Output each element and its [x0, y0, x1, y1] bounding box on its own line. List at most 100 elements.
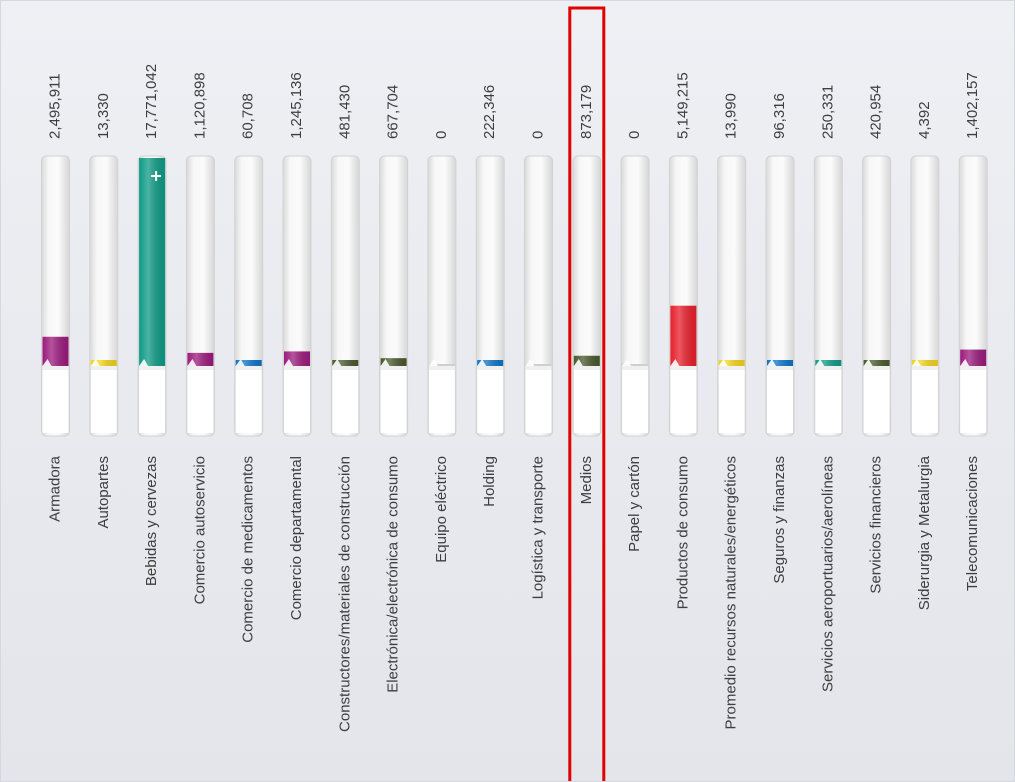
foot-equipo-electrico — [428, 366, 455, 433]
foot-medios — [573, 366, 600, 433]
value-label-siderurgia-y-metalurgia: 4,392 — [916, 101, 933, 139]
highlight-box — [568, 6, 606, 781]
foot-servicios-financieros — [863, 366, 890, 433]
bar-notch-telecomunicaciones — [960, 359, 970, 366]
category-label-armadora: Armadora — [46, 455, 63, 522]
category-label-constructores-materiales-de-construccion: Constructores/materiales de construcción — [336, 456, 353, 732]
bar-notch-comercio-de-medicamentos — [235, 359, 245, 366]
value-label-medios: 873,179 — [578, 85, 595, 139]
foot-shadow-constructores-materiales-de-construccion — [332, 366, 359, 370]
category-label-logistica-y-transporte: Logística y transporte — [529, 456, 546, 599]
bar-sheen-autopartes — [90, 360, 117, 366]
foot-shadow-armadora — [42, 366, 69, 370]
category-label-servicios-financieros: Servicios financieros — [868, 456, 885, 594]
category-label-telecomunicaciones: Telecomunicaciones — [964, 456, 981, 591]
bar-sheen-productos-de-consumo — [670, 305, 697, 366]
bar-sheen-seguros-y-finanzas — [767, 360, 793, 366]
value-label-comercio-autoservicio: 1,120,898 — [191, 72, 208, 139]
bar-notch-medios — [573, 359, 583, 366]
foot-autopartes — [90, 366, 117, 433]
foot-shadow-comercio-de-medicamentos — [235, 366, 262, 370]
category-label-bebidas-y-cervezas: Bebidas y cervezas — [143, 456, 160, 586]
foot-comercio-departamental — [284, 366, 310, 433]
category-label-servicios-aeroportuarios-aerolineas: Servicios aeroportuarios/aerolíneas — [819, 456, 836, 692]
foot-logistica-y-transporte — [525, 366, 552, 433]
foot-shadow-holding — [477, 366, 504, 370]
sparkle-icon — [151, 171, 162, 181]
category-label-autopartes: Autopartes — [95, 456, 112, 529]
value-label-autopartes: 13,330 — [95, 93, 112, 139]
bar-notch-autopartes — [90, 359, 100, 366]
bar-notch-servicios-financieros — [863, 359, 873, 366]
category-label-medios: Medios — [578, 456, 595, 504]
bar-notch-promedio-recursos-naturales-energeticos — [718, 359, 728, 366]
bar-sheen-constructores-materiales-de-construccion — [332, 360, 359, 366]
value-label-comercio-departamental: 1,245,136 — [288, 72, 305, 139]
bar-sheen-servicios-aeroportuarios-aerolineas — [815, 360, 842, 366]
value-label-productos-de-consumo: 5,149,215 — [674, 72, 691, 139]
category-label-papel-y-carton: Papel y cartón — [626, 456, 643, 552]
value-label-papel-y-carton: 0 — [626, 131, 643, 139]
value-label-promedio-recursos-naturales-energeticos: 13,990 — [723, 93, 740, 139]
foot-shadow-comercio-departamental — [284, 366, 310, 370]
bar-notch-holding — [477, 359, 487, 366]
bar-sheen-electronica-electronica-de-consumo — [380, 358, 407, 366]
bar-papel-y-carton — [622, 364, 649, 366]
foot-productos-de-consumo — [670, 366, 697, 433]
bar-notch-bebidas-y-cervezas — [139, 359, 149, 366]
foot-seguros-y-finanzas — [767, 366, 793, 433]
foot-papel-y-carton — [622, 366, 649, 433]
foot-comercio-autoservicio — [187, 366, 214, 433]
category-label-comercio-departamental: Comercio departamental — [288, 456, 305, 620]
bar-sheen-comercio-de-medicamentos — [235, 360, 262, 366]
value-label-telecomunicaciones: 1,402,157 — [964, 72, 981, 139]
bar-notch-siderurgia-y-metalurgia — [911, 359, 921, 366]
foot-comercio-de-medicamentos — [235, 366, 262, 433]
bar-notch-electronica-electronica-de-consumo — [380, 359, 390, 366]
foot-shadow-seguros-y-finanzas — [767, 366, 793, 370]
category-label-electronica-electronica-de-consumo: Electrónica/electrónica de consumo — [385, 456, 402, 693]
bar-sheen-promedio-recursos-naturales-energeticos — [718, 360, 745, 366]
value-label-constructores-materiales-de-construccion: 481,430 — [336, 85, 353, 139]
value-label-electronica-electronica-de-consumo: 667,704 — [385, 85, 402, 139]
category-label-productos-de-consumo: Productos de consumo — [674, 456, 691, 609]
foot-shadow-siderurgia-y-metalurgia — [911, 366, 938, 370]
bar-notch-logistica-y-transporte — [525, 359, 535, 366]
category-label-holding: Holding — [481, 456, 498, 507]
bar-notch-servicios-aeroportuarios-aerolineas — [815, 359, 825, 366]
category-label-siderurgia-y-metalurgia: Siderurgia y Metalurgia — [916, 455, 933, 610]
bar-notch-comercio-autoservicio — [187, 359, 197, 366]
bar-sheen-servicios-financieros — [863, 360, 890, 366]
bar-equipo-electrico — [428, 364, 455, 366]
bar-notch-armadora — [42, 359, 52, 366]
foot-electronica-electronica-de-consumo — [380, 366, 407, 433]
bar-notch-productos-de-consumo — [670, 359, 680, 366]
bar-sheen-siderurgia-y-metalurgia — [911, 360, 938, 366]
value-label-bebidas-y-cervezas: 17,771,042 — [143, 64, 160, 139]
foot-shadow-servicios-financieros — [863, 366, 890, 370]
foot-armadora — [42, 366, 69, 433]
category-label-equipo-electrico: Equipo eléctrico — [433, 456, 450, 563]
bar-logistica-y-transporte — [525, 364, 552, 366]
foot-shadow-promedio-recursos-naturales-energeticos — [718, 366, 745, 370]
value-label-armadora: 2,495,911 — [46, 73, 63, 139]
foot-shadow-telecomunicaciones — [960, 366, 987, 370]
foot-shadow-productos-de-consumo — [670, 366, 697, 370]
value-label-servicios-aeroportuarios-aerolineas: 250,331 — [819, 85, 836, 139]
foot-shadow-autopartes — [90, 366, 117, 370]
bar-sheen-medios — [573, 355, 600, 366]
value-label-logistica-y-transporte: 0 — [529, 131, 546, 139]
value-label-holding: 222,346 — [481, 85, 498, 139]
category-label-seguros-y-finanzas: Seguros y finanzas — [771, 456, 788, 584]
foot-holding — [477, 366, 504, 433]
bar-notch-papel-y-carton — [622, 359, 632, 366]
foot-shadow-equipo-electrico — [428, 366, 455, 370]
foot-siderurgia-y-metalurgia — [911, 366, 938, 433]
category-label-promedio-recursos-naturales-energeticos: Promedio recursos naturales/energéticos — [723, 456, 740, 729]
bar-notch-equipo-electrico — [428, 359, 438, 366]
foot-telecomunicaciones — [960, 366, 987, 433]
foot-shadow-electronica-electronica-de-consumo — [380, 366, 407, 370]
foot-shadow-papel-y-carton — [622, 366, 649, 370]
foot-shadow-bebidas-y-cervezas — [139, 366, 166, 370]
